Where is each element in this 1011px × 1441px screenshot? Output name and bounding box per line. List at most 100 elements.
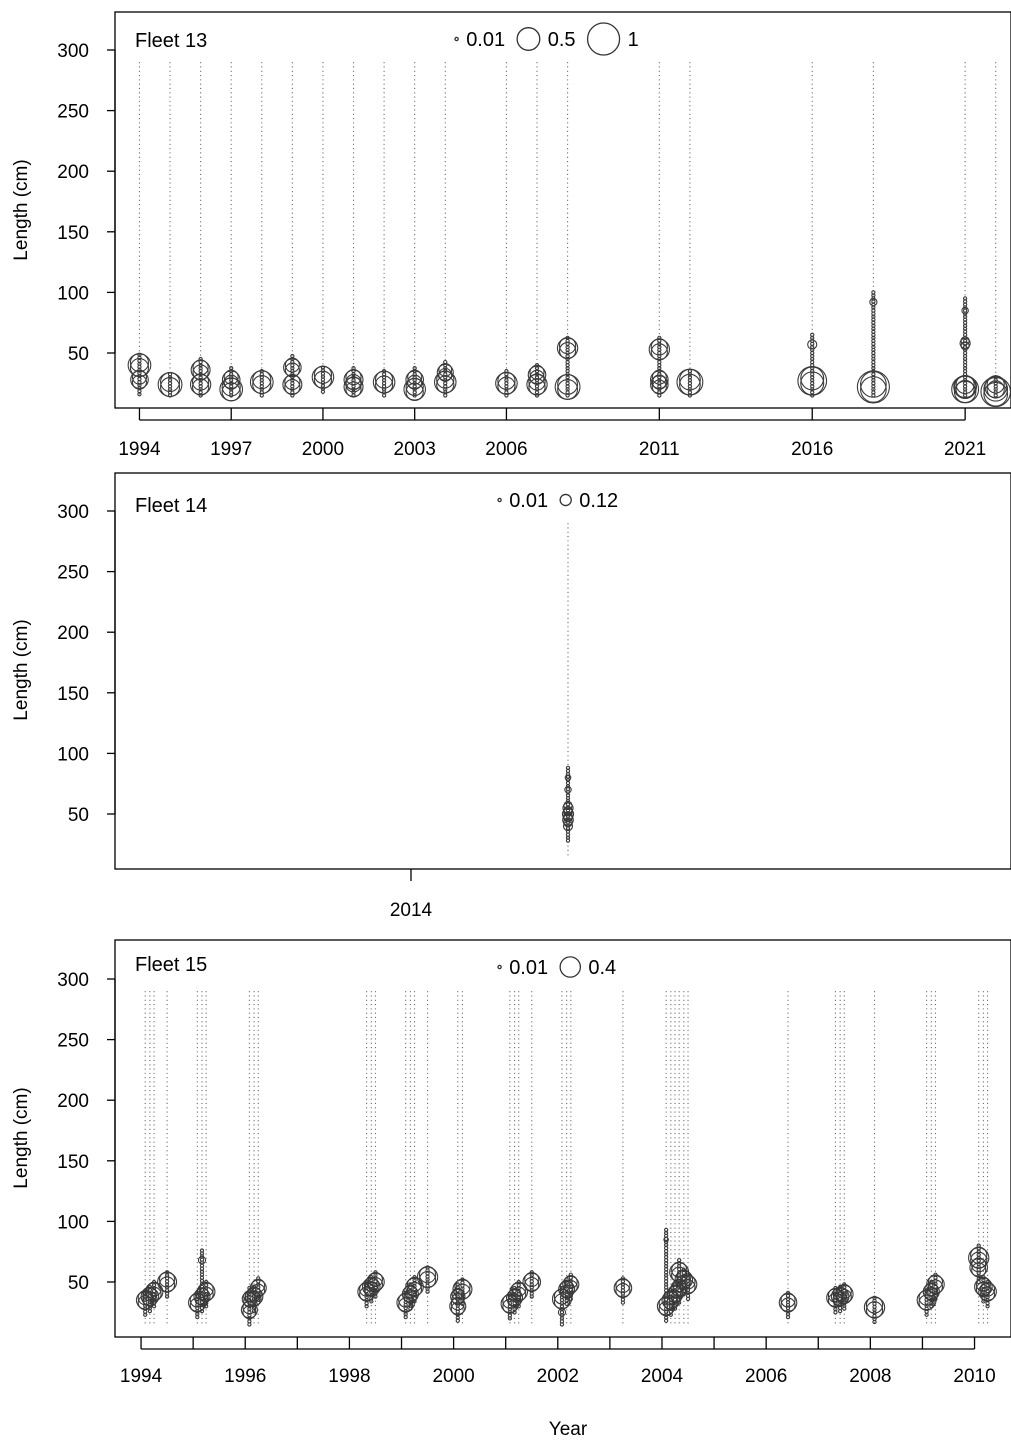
bubble xyxy=(558,342,577,360)
bubble xyxy=(438,367,453,382)
bubble xyxy=(953,380,977,404)
bubble xyxy=(557,373,579,395)
bubble xyxy=(800,366,825,391)
bubble xyxy=(436,375,455,394)
bubble xyxy=(680,1274,696,1290)
bubble xyxy=(563,817,573,828)
y-axis-title: Length (cm) xyxy=(11,1087,32,1188)
bubble xyxy=(778,1293,798,1312)
minor-bubble xyxy=(677,1258,682,1263)
bubble xyxy=(454,1278,471,1295)
bubble xyxy=(436,370,455,389)
legend-label: 0.4 xyxy=(588,957,616,979)
bubble xyxy=(865,1296,884,1314)
bubble xyxy=(197,1256,207,1265)
bubble xyxy=(924,1282,939,1297)
x-axis-title: Year xyxy=(549,1419,588,1440)
legend-label: 1 xyxy=(628,29,639,51)
legend-bubble xyxy=(516,27,541,51)
bubble xyxy=(284,357,300,373)
panel-label: Fleet 15 xyxy=(135,954,207,976)
x-tick-label: 2004 xyxy=(641,1366,684,1387)
x-tick-label: 2021 xyxy=(944,439,986,460)
y-axis: 50 100 150 200 250 300 xyxy=(57,502,116,826)
bubble xyxy=(374,375,394,394)
legend-bubble xyxy=(559,956,582,978)
bubble xyxy=(452,1279,473,1300)
y-tick-label: 250 xyxy=(57,563,89,584)
panel-label: Fleet 13 xyxy=(135,30,207,52)
bubble xyxy=(313,365,333,384)
x-tick-label: 2016 xyxy=(791,439,833,460)
bubble xyxy=(367,1276,384,1293)
bubble xyxy=(983,376,1009,402)
bubble xyxy=(246,1291,262,1307)
bubble xyxy=(450,1288,466,1305)
y-tick-label: 50 xyxy=(68,1273,89,1294)
y-tick-label: 150 xyxy=(57,1152,89,1173)
bubble xyxy=(195,1292,209,1306)
bubble xyxy=(557,1308,567,1317)
bubble xyxy=(144,1282,164,1302)
bubble xyxy=(800,371,825,396)
minor-bubble xyxy=(663,1227,669,1233)
y-tick-label: 100 xyxy=(57,744,89,765)
bubble xyxy=(563,800,573,811)
y-tick-label: 250 xyxy=(57,1031,89,1052)
y-tick-label: 300 xyxy=(57,970,89,991)
bubbles xyxy=(561,765,575,843)
bubble xyxy=(405,382,424,401)
bubble xyxy=(524,1276,540,1293)
x-tick-label: 2011 xyxy=(639,439,680,460)
bubble xyxy=(927,1274,944,1290)
y-axis-title: Length (cm) xyxy=(11,159,32,260)
bubble xyxy=(249,1279,267,1297)
bubble xyxy=(405,370,424,389)
y-tick-label: 250 xyxy=(57,102,89,123)
bubble xyxy=(407,369,423,385)
plot-frame xyxy=(114,11,1011,409)
bubble xyxy=(679,368,701,391)
bubble xyxy=(832,1291,848,1307)
panel-label: Fleet 14 xyxy=(135,495,207,517)
bubble xyxy=(284,362,300,378)
panel-fleet-13: Fleet 13 Length (cm) 0.01 0.5 1 50 100 150 20… xyxy=(11,11,1011,460)
bubble xyxy=(970,1251,988,1269)
bubble xyxy=(198,1286,214,1302)
bubble xyxy=(979,1281,996,1297)
bubble xyxy=(953,375,977,399)
bubble xyxy=(650,370,669,389)
bubble xyxy=(559,1279,574,1294)
bubble xyxy=(960,336,970,346)
x-tick-label: 2006 xyxy=(485,439,527,460)
bubble xyxy=(511,1286,527,1302)
x-tick-label: 2000 xyxy=(302,439,344,460)
bubble xyxy=(345,376,362,393)
bubble xyxy=(528,378,546,396)
bubble xyxy=(142,1291,158,1307)
bubble xyxy=(971,1257,987,1273)
bubble xyxy=(650,375,669,394)
x-tick-label: 1997 xyxy=(210,439,252,460)
bubble xyxy=(509,1282,529,1302)
bubble xyxy=(527,365,547,385)
x-axis: 1994 1996 1998 2000 2002 2004 2006 2008 2010 xyxy=(120,1337,996,1387)
bubble xyxy=(450,1301,465,1316)
legend: 0.01 0.5 1 xyxy=(454,22,639,56)
bubble xyxy=(615,1277,631,1294)
bubble xyxy=(158,1276,176,1293)
minor-bubble xyxy=(687,369,693,374)
bubble xyxy=(497,376,516,395)
y-tick-label: 100 xyxy=(57,1212,89,1233)
bubble xyxy=(969,1258,989,1277)
bubble xyxy=(522,1272,542,1292)
plot-frame xyxy=(114,939,1011,1338)
bubble xyxy=(983,381,1009,407)
minor-bubble xyxy=(962,296,968,301)
y-tick-label: 50 xyxy=(68,805,89,826)
y-tick-label: 300 xyxy=(57,502,89,523)
x-tick-label: 2014 xyxy=(390,900,433,921)
bubble xyxy=(971,1262,987,1278)
bubbles xyxy=(127,290,1011,408)
bubble xyxy=(926,1275,945,1294)
